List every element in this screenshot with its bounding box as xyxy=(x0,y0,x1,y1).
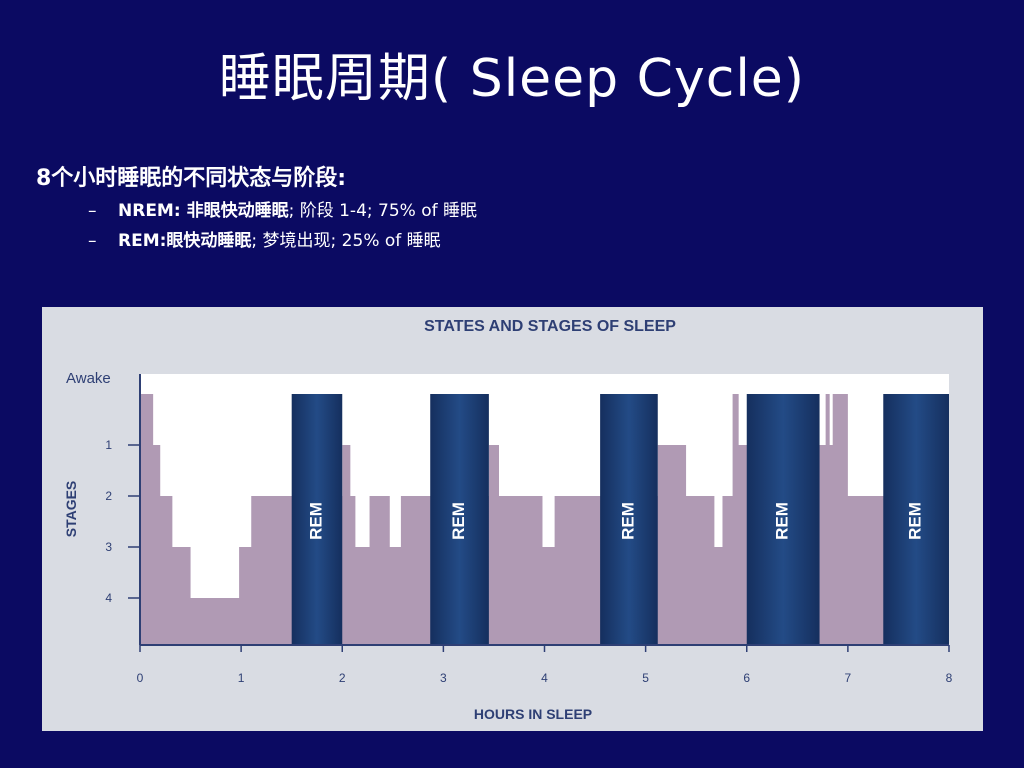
bullet-text: ; 阶段 1-4; 75% of 睡眠 xyxy=(288,201,477,221)
rem-bar-3 xyxy=(600,394,658,645)
bullet-dash: – xyxy=(88,231,97,251)
rem-label: REM xyxy=(306,502,325,540)
bullet-term: REM:眼快动睡眠 xyxy=(118,231,252,251)
rem-label: REM xyxy=(618,502,637,540)
y-tick-awake: Awake xyxy=(66,370,111,387)
x-tick-label: 0 xyxy=(137,671,144,685)
slide-title: 睡眠周期( Sleep Cycle) xyxy=(218,49,806,109)
x-tick-label: 8 xyxy=(946,671,953,685)
subtitle: 8个小时睡眠的不同状态与阶段: xyxy=(36,166,347,191)
rem-bar-5 xyxy=(883,394,949,645)
x-axis-label: HOURS IN SLEEP xyxy=(474,706,592,722)
rem-label: REM xyxy=(773,502,792,540)
x-tick-label: 6 xyxy=(743,671,750,685)
bullet-rem: – REM:眼快动睡眠; 梦境出现; 25% of 睡眠 xyxy=(88,226,441,251)
y-tick-label: 1 xyxy=(105,438,112,452)
rem-bar-1 xyxy=(291,394,343,645)
y-tick-label: 2 xyxy=(105,489,112,503)
x-tick-label: 5 xyxy=(642,671,649,685)
bullet-dash: – xyxy=(88,201,97,221)
bullet-term: NREM: 非眼快动睡眠 xyxy=(118,201,289,221)
y-axis-label: STAGES xyxy=(63,481,79,538)
sleep-stages-chart: REM REM REM REM REM Awake 1 2 3 4 0 1 2 3 4 5 6 7 8 STATE… xyxy=(63,318,953,722)
y-tick-label: 4 xyxy=(105,591,112,605)
x-tick-label: 2 xyxy=(339,671,346,685)
chart-title: STATES AND STAGES OF SLEEP xyxy=(424,318,676,335)
x-tick-label: 7 xyxy=(845,671,852,685)
rem-label: REM xyxy=(449,502,468,540)
x-tick-label: 4 xyxy=(541,671,548,685)
x-tick-label: 3 xyxy=(440,671,447,685)
x-tick-label: 1 xyxy=(238,671,245,685)
bullet-nrem: – NREM: 非眼快动睡眠; 阶段 1-4; 75% of 睡眠 xyxy=(88,196,477,221)
y-tick-label: 3 xyxy=(105,540,112,554)
bullet-text: ; 梦境出现; 25% of 睡眠 xyxy=(251,231,441,251)
rem-bar-2 xyxy=(430,394,489,645)
rem-label: REM xyxy=(906,502,925,540)
sleep-stages-figure: REM REM REM REM REM Awake 1 2 3 4 0 1 2 3 4 5 6 7 8 STATE… xyxy=(42,307,983,731)
rem-bar-4 xyxy=(746,394,820,645)
